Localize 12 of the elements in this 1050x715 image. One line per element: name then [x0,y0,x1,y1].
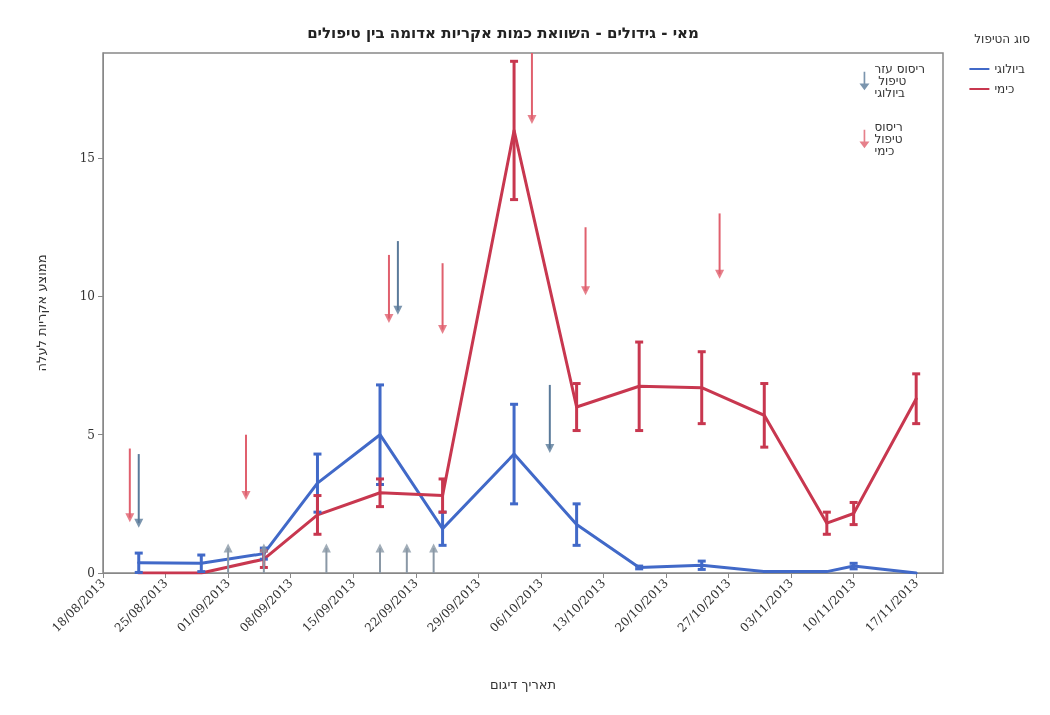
y-tick-label: 15 [79,151,95,166]
x-axis-title: תאריך דיגום [489,677,557,692]
y-tick-label: 0 [87,566,95,580]
y-axis-title: ממוצע אקריות לעלה [34,254,49,372]
legend-label: ריסוס טיפול כימי [874,120,907,158]
y-tick-label: 5 [87,427,95,442]
y-tick-label: 10 [79,289,95,304]
legend-label: כימי [994,82,1015,96]
legend-label: ריסוס עזר טיפול ביולוגי [874,62,926,100]
legend-title: סוג הטיפול [974,32,1031,46]
chart-title: מאי - גידולים - השוואת כמות אקריות אדומה בין טיפולים [307,23,699,42]
legend-label: ביולוגי [994,62,1026,76]
